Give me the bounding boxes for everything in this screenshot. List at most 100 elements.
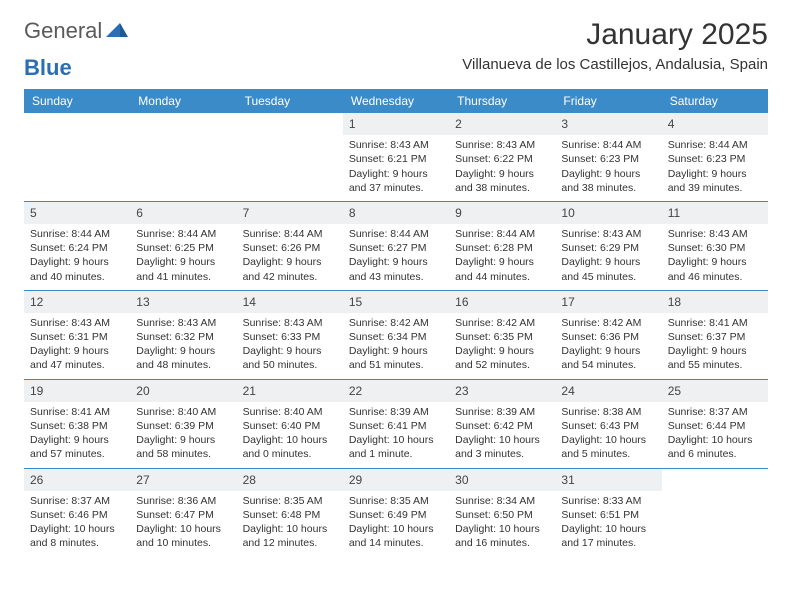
calendar-grid: SundayMondayTuesdayWednesdayThursdayFrid…	[24, 89, 768, 556]
logo-triangle-icon	[106, 21, 128, 42]
daylight1-text: Daylight: 9 hours	[349, 255, 443, 269]
sunrise-text: Sunrise: 8:43 AM	[455, 138, 549, 152]
week-row: 1Sunrise: 8:43 AMSunset: 6:21 PMDaylight…	[24, 113, 768, 202]
day-cell: 29Sunrise: 8:35 AMSunset: 6:49 PMDayligh…	[343, 469, 449, 557]
daylight2-text: and 12 minutes.	[243, 536, 337, 550]
daylight2-text: and 6 minutes.	[668, 447, 762, 461]
daylight2-text: and 54 minutes.	[561, 358, 655, 372]
sunrise-text: Sunrise: 8:33 AM	[561, 494, 655, 508]
sunset-text: Sunset: 6:42 PM	[455, 419, 549, 433]
day-number: 4	[662, 113, 768, 135]
sunrise-text: Sunrise: 8:44 AM	[349, 227, 443, 241]
day-number: 2	[449, 113, 555, 135]
day-number: 6	[130, 202, 236, 224]
day-number: 1	[343, 113, 449, 135]
day-cell: 2Sunrise: 8:43 AMSunset: 6:22 PMDaylight…	[449, 113, 555, 201]
day-number: 14	[237, 291, 343, 313]
daylight2-text: and 52 minutes.	[455, 358, 549, 372]
day-cell: 28Sunrise: 8:35 AMSunset: 6:48 PMDayligh…	[237, 469, 343, 557]
sunrise-text: Sunrise: 8:42 AM	[349, 316, 443, 330]
day-number: 3	[555, 113, 661, 135]
day-cell: 6Sunrise: 8:44 AMSunset: 6:25 PMDaylight…	[130, 202, 236, 290]
sunrise-text: Sunrise: 8:43 AM	[668, 227, 762, 241]
daylight1-text: Daylight: 9 hours	[136, 255, 230, 269]
sunset-text: Sunset: 6:27 PM	[349, 241, 443, 255]
day-number: 18	[662, 291, 768, 313]
daylight2-text: and 1 minute.	[349, 447, 443, 461]
day-cell: 4Sunrise: 8:44 AMSunset: 6:23 PMDaylight…	[662, 113, 768, 201]
title-block: January 2025 Villanueva de los Castillej…	[462, 18, 768, 73]
daylight1-text: Daylight: 10 hours	[455, 433, 549, 447]
sunrise-text: Sunrise: 8:43 AM	[136, 316, 230, 330]
day-cell: 16Sunrise: 8:42 AMSunset: 6:35 PMDayligh…	[449, 291, 555, 379]
daylight2-text: and 40 minutes.	[30, 270, 124, 284]
sunrise-text: Sunrise: 8:44 AM	[561, 138, 655, 152]
sunset-text: Sunset: 6:46 PM	[30, 508, 124, 522]
sunrise-text: Sunrise: 8:44 AM	[243, 227, 337, 241]
daylight1-text: Daylight: 9 hours	[136, 433, 230, 447]
daylight1-text: Daylight: 9 hours	[455, 167, 549, 181]
daylight2-text: and 16 minutes.	[455, 536, 549, 550]
location-subtitle: Villanueva de los Castillejos, Andalusia…	[462, 56, 768, 73]
weekday-header: Monday	[130, 89, 236, 113]
day-number: 5	[24, 202, 130, 224]
week-row: 5 Sunrise: 8:44 AM Sunset: 6:24 PM Daylight…	[24, 202, 768, 291]
daylight1-text: Daylight: 9 hours	[30, 433, 124, 447]
sunrise-text: Sunrise: 8:43 AM	[349, 138, 443, 152]
daylight2-text: and 38 minutes.	[455, 181, 549, 195]
daylight1-text: Daylight: 10 hours	[243, 433, 337, 447]
daylight1-text: Daylight: 10 hours	[668, 433, 762, 447]
day-number: 12	[24, 291, 130, 313]
daylight2-text: and 57 minutes.	[30, 447, 124, 461]
sunrise-text: Sunrise: 8:44 AM	[136, 227, 230, 241]
daylight1-text: Daylight: 9 hours	[561, 344, 655, 358]
daylight1-text: Daylight: 9 hours	[349, 344, 443, 358]
day-cell: 31Sunrise: 8:33 AMSunset: 6:51 PMDayligh…	[555, 469, 661, 557]
day-cell: 24Sunrise: 8:38 AMSunset: 6:43 PMDayligh…	[555, 380, 661, 468]
daylight2-text: and 44 minutes.	[455, 270, 549, 284]
day-number: 31	[555, 469, 661, 491]
day-cell: 18Sunrise: 8:41 AMSunset: 6:37 PMDayligh…	[662, 291, 768, 379]
sunset-text: Sunset: 6:23 PM	[668, 152, 762, 166]
day-cell: 22Sunrise: 8:39 AMSunset: 6:41 PMDayligh…	[343, 380, 449, 468]
sunrise-text: Sunrise: 8:39 AM	[455, 405, 549, 419]
daylight2-text: and 51 minutes.	[349, 358, 443, 372]
daylight2-text: and 39 minutes.	[668, 181, 762, 195]
sunrise-text: Sunrise: 8:43 AM	[30, 316, 124, 330]
daylight1-text: Daylight: 10 hours	[30, 522, 124, 536]
daylight2-text: and 0 minutes.	[243, 447, 337, 461]
week-row: 19Sunrise: 8:41 AMSunset: 6:38 PMDayligh…	[24, 380, 768, 469]
day-number: 8	[343, 202, 449, 224]
day-cell: 5Sunrise: 8:44 AMSunset: 6:24 PMDaylight…	[24, 202, 130, 290]
sunset-text: Sunset: 6:28 PM	[455, 241, 549, 255]
day-cell: 7Sunrise: 8:44 AMSunset: 6:26 PMDaylight…	[237, 202, 343, 290]
sunset-text: Sunset: 6:21 PM	[349, 152, 443, 166]
daylight1-text: Daylight: 9 hours	[349, 167, 443, 181]
sunset-text: Sunset: 6:41 PM	[349, 419, 443, 433]
daylight1-text: Daylight: 9 hours	[455, 255, 549, 269]
daylight2-text: and 3 minutes.	[455, 447, 549, 461]
sunset-text: Sunset: 6:26 PM	[243, 241, 337, 255]
day-number: 28	[237, 469, 343, 491]
day-cell: 11Sunrise: 8:43 AMSunset: 6:30 PMDayligh…	[662, 202, 768, 290]
daylight2-text: and 5 minutes.	[561, 447, 655, 461]
sunrise-text: Sunrise: 8:40 AM	[136, 405, 230, 419]
daylight2-text: and 47 minutes.	[30, 358, 124, 372]
weekday-header: Tuesday	[237, 89, 343, 113]
day-cell: 8 Sunrise: 8:44 AMSunset: 6:27 PMDaylight…	[343, 202, 449, 290]
sunset-text: Sunset: 6:48 PM	[243, 508, 337, 522]
daylight1-text: Daylight: 10 hours	[561, 433, 655, 447]
sunrise-text: Sunrise: 8:37 AM	[30, 494, 124, 508]
weeks-container: 1Sunrise: 8:43 AMSunset: 6:21 PMDaylight…	[24, 113, 768, 556]
sunrise-text: Sunrise: 8:34 AM	[455, 494, 549, 508]
sunset-text: Sunset: 6:24 PM	[30, 241, 124, 255]
sunrise-text: Sunrise: 8:42 AM	[455, 316, 549, 330]
sunrise-text: Sunrise: 8:38 AM	[561, 405, 655, 419]
daylight1-text: Daylight: 10 hours	[349, 433, 443, 447]
weekday-header: Sunday	[24, 89, 130, 113]
daylight2-text: and 10 minutes.	[136, 536, 230, 550]
sunset-text: Sunset: 6:34 PM	[349, 330, 443, 344]
sunrise-text: Sunrise: 8:43 AM	[561, 227, 655, 241]
day-cell-empty	[24, 113, 130, 201]
sunset-text: Sunset: 6:33 PM	[243, 330, 337, 344]
